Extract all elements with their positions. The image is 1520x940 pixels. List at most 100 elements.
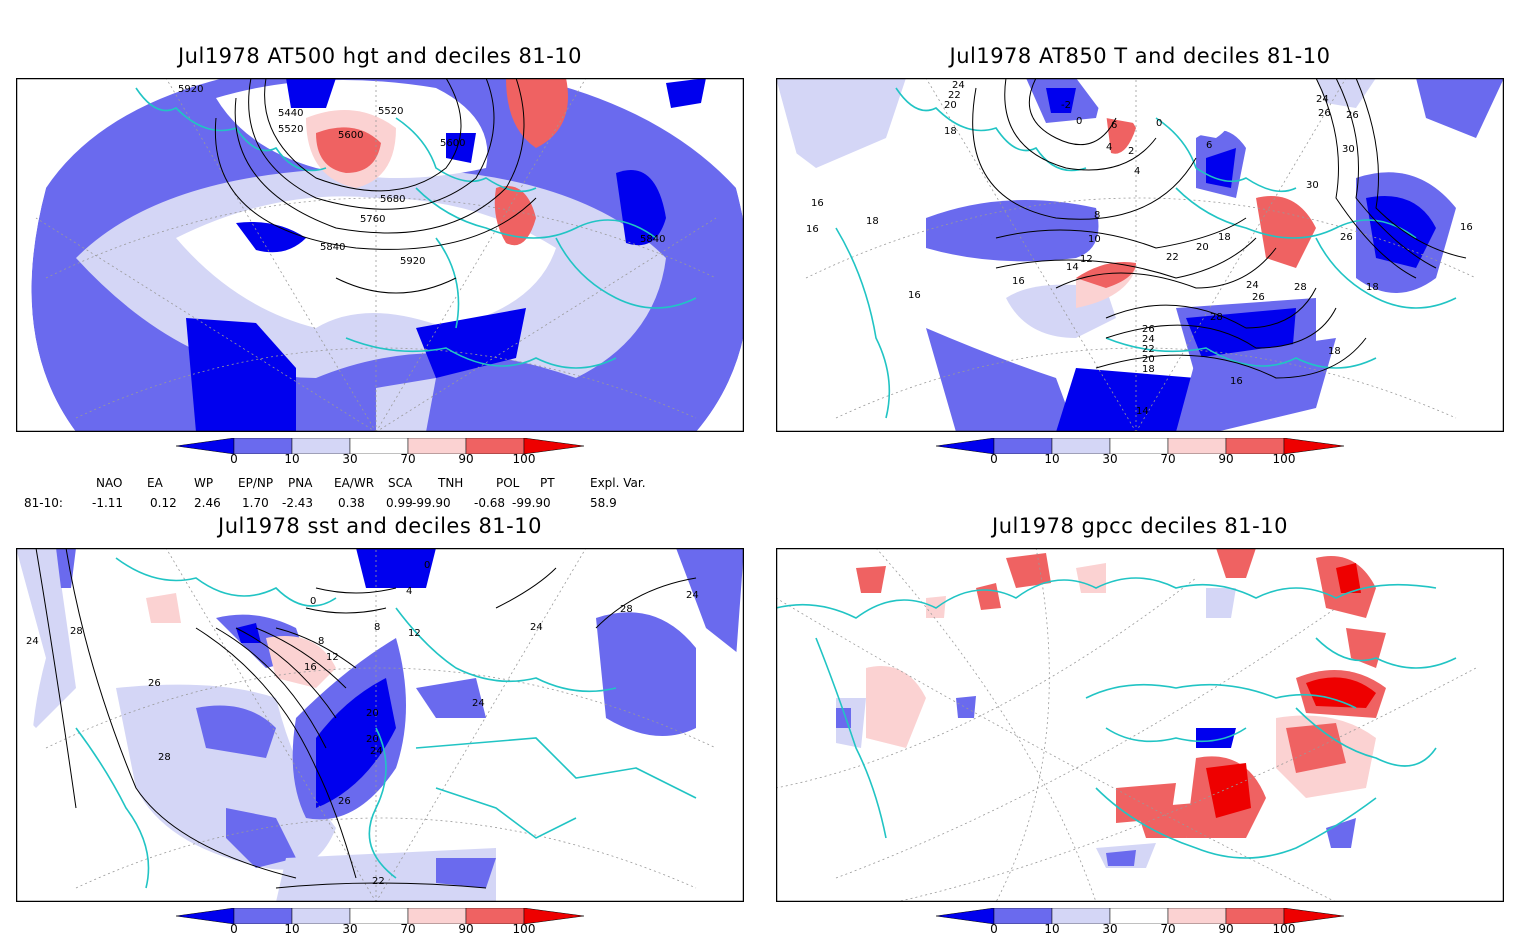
at500-map: 5920 5440 5520 5520 5600 5600 5680 5760 … [16,78,744,432]
contour-label: 0 [424,560,430,571]
index-header: POL [496,476,520,490]
contour-label: 5840 [320,242,345,253]
contour-label: 8 [318,636,324,647]
map-frame [16,78,744,432]
panel-title: Jul1978 AT850 T and deciles 81-10 [949,44,1331,68]
contour-label: 8 [374,622,380,633]
panel-gpcc: Jul1978 gpcc deciles 81-10 [776,514,1504,902]
colorbar-tick: 10 [1044,922,1060,936]
contour-label: 5520 [278,124,303,135]
colorbar-tick: 70 [400,922,416,936]
colorbar-tick: 100 [1272,452,1296,466]
contour-label: 18 [1328,346,1341,357]
colorbar-tick: 10 [284,452,300,466]
contour-label: 20 [1196,242,1209,253]
colorbar-tick: 30 [342,452,358,466]
contour-label: 24 [952,80,965,91]
contour-label: 26 [1318,108,1331,119]
index-header: PT [540,476,555,490]
contour-label: 18 [866,216,879,227]
panel-sst: Jul1978 sst and deciles 81-10 [16,514,744,902]
panel-at500: Jul1978 AT500 hgt and deciles 81-10 [16,44,744,432]
index-value: 58.9 [590,496,617,510]
index-value: 1.70 [242,496,269,510]
index-header: TNH [438,476,464,490]
contour-label: 16 [811,198,824,209]
contour-label: 22 [1142,344,1155,355]
contour-label: 16 [304,662,317,673]
panel-title: Jul1978 sst and deciles 81-10 [218,514,542,538]
panel-at850: Jul1978 AT850 T and deciles 81-10 [776,44,1504,432]
map-frame [776,548,1504,902]
index-header: NAO [96,476,123,490]
colorbar-swatches [935,437,1345,455]
contour-label: 28 [158,752,171,763]
contour-label: 26 [148,678,161,689]
contour-label: 5520 [378,106,403,117]
colorbar-tick: 30 [1102,922,1118,936]
contour-label: 5600 [440,138,465,149]
contour-label: 12 [1080,254,1093,265]
contour-label: 16 [1012,276,1025,287]
index-header: Expl. Var. [590,476,646,490]
contour-label: 24 [1142,334,1155,345]
contour-label: 26 [338,796,351,807]
contour-label: 6 [1206,140,1212,151]
colorbar-4: 0 10 30 70 90 100 [935,907,1346,938]
map-frame [16,548,744,902]
colorbar-tick: 90 [1218,922,1234,936]
at850-map: 24 22 20 -2 0 6 4 2 0 4 6 18 16 16 18 8 … [776,78,1504,432]
index-value: -99.90 [412,496,451,510]
contour-label: 22 [372,876,385,887]
colorbar-tick: 0 [230,452,238,466]
contour-label: 5840 [640,234,665,245]
index-row-label: 81-10: [24,496,63,510]
index-header: PNA [288,476,313,490]
colorbar-tick: 90 [458,452,474,466]
contour-label: 20 [944,100,957,111]
colorbar-tick: 90 [1218,452,1234,466]
contour-label: 0 [1156,118,1162,129]
contour-label: 16 [1230,376,1243,387]
colorbar-swatches [175,907,585,925]
colorbar-1: 0 10 30 70 90 100 [175,437,586,468]
contour-label: 22 [1166,252,1179,263]
contour-label: 30 [1342,144,1355,155]
colorbar-tick: 70 [1160,452,1176,466]
contour-label: 12 [408,628,421,639]
colorbar-3: 0 10 30 70 90 100 [175,907,586,938]
contour-label: 16 [806,224,819,235]
colorbar-2: 0 10 30 70 90 100 [935,437,1346,468]
colorbar-swatches [175,437,585,455]
dark-blue-zone [236,222,306,253]
contour-label: 26 [1346,110,1359,121]
index-value: 0.99 [386,496,413,510]
teleconnection-indices: NAO EA WP EP/NP PNA EA/WR SCA TNH POL PT… [24,474,724,514]
index-value: 2.46 [194,496,221,510]
contour-label: 18 [944,126,957,137]
colorbar-tick: 0 [990,922,998,936]
sst-map: 24 28 26 12 8 16 12 8 4 0 20 20 24 26 24… [16,548,744,902]
map-frame [776,78,1504,432]
panel-title: Jul1978 AT500 hgt and deciles 81-10 [177,44,583,68]
index-header: EP/NP [238,476,274,490]
index-header: EA/WR [334,476,375,490]
index-value: -2.43 [282,496,314,510]
index-value: -0.68 [474,496,506,510]
contour-label: 5920 [400,256,425,267]
index-header: SCA [388,476,413,490]
contour-label: 28 [70,626,83,637]
gpcc-map [776,548,1504,902]
colorbar-tick: 90 [458,922,474,936]
colorbar-tick: 0 [230,922,238,936]
contour-label: 20 [366,734,379,745]
colorbar-swatches [935,907,1345,925]
colorbar-tick: 10 [284,922,300,936]
index-value: 0.12 [150,496,177,510]
contour-label: 4 [406,586,412,597]
contour-label: 18 [1218,232,1231,243]
index-value: -99.90 [512,496,551,510]
contour-label: 5440 [278,108,303,119]
contour-label: 26 [1340,232,1353,243]
contour-label: 24 [370,746,383,757]
